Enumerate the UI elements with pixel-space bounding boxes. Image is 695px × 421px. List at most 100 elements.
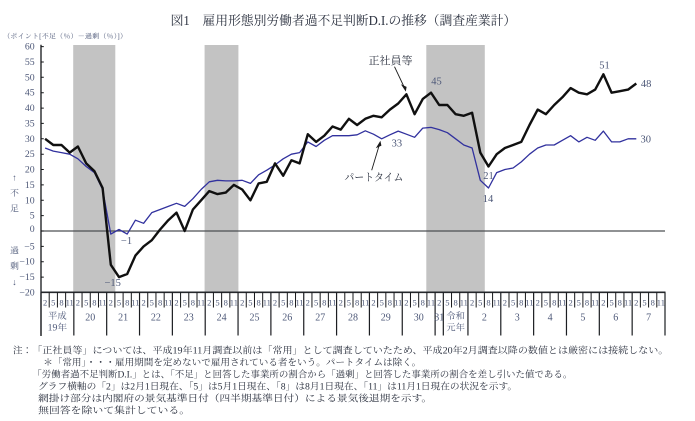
svg-text:11: 11 bbox=[525, 297, 533, 307]
svg-text:5: 5 bbox=[445, 297, 449, 307]
svg-text:5: 5 bbox=[281, 297, 285, 307]
svg-text:11: 11 bbox=[328, 297, 336, 307]
svg-text:48: 48 bbox=[641, 79, 652, 90]
svg-text:−5: −5 bbox=[24, 241, 35, 252]
svg-text:8: 8 bbox=[388, 297, 392, 307]
svg-text:5: 5 bbox=[215, 297, 219, 307]
svg-text:5: 5 bbox=[580, 312, 585, 323]
svg-text:「正社員等」については、平成19年11月調査以前は「常用」と: 「正社員等」については、平成19年11月調査以前は「常用」として調査していたため… bbox=[32, 344, 668, 356]
svg-text:10: 10 bbox=[25, 195, 35, 206]
svg-text:2: 2 bbox=[634, 297, 638, 307]
svg-text:2: 2 bbox=[339, 297, 343, 307]
svg-text:11: 11 bbox=[558, 297, 566, 307]
svg-text:（ポイント[不足（％）－過剰（％）]）: （ポイント[不足（％）－過剰（％）]） bbox=[3, 33, 127, 41]
svg-text:50: 50 bbox=[25, 72, 35, 83]
svg-text:8: 8 bbox=[224, 297, 228, 307]
svg-text:2: 2 bbox=[240, 297, 244, 307]
svg-text:2: 2 bbox=[536, 297, 540, 307]
svg-text:平成: 平成 bbox=[48, 311, 67, 322]
svg-text:21: 21 bbox=[483, 171, 494, 182]
svg-text:8: 8 bbox=[256, 297, 260, 307]
svg-text:11: 11 bbox=[131, 297, 139, 307]
svg-text:2: 2 bbox=[404, 297, 408, 307]
svg-text:8: 8 bbox=[618, 297, 622, 307]
svg-text:11: 11 bbox=[99, 297, 107, 307]
svg-text:21: 21 bbox=[118, 312, 128, 323]
svg-text:2: 2 bbox=[43, 297, 47, 307]
svg-text:8: 8 bbox=[191, 297, 195, 307]
svg-text:14: 14 bbox=[483, 194, 494, 205]
svg-text:29: 29 bbox=[381, 312, 391, 323]
svg-text:5: 5 bbox=[347, 297, 351, 307]
svg-text:5: 5 bbox=[248, 297, 252, 307]
svg-text:2: 2 bbox=[470, 297, 474, 307]
svg-text:5: 5 bbox=[51, 297, 55, 307]
svg-text:8: 8 bbox=[486, 297, 490, 307]
svg-text:5: 5 bbox=[609, 297, 613, 307]
svg-text:11: 11 bbox=[394, 297, 402, 307]
svg-text:8: 8 bbox=[322, 297, 326, 307]
svg-text:2: 2 bbox=[568, 297, 572, 307]
svg-text:40: 40 bbox=[25, 103, 35, 114]
svg-text:元年: 元年 bbox=[446, 323, 465, 334]
svg-text:33: 33 bbox=[392, 138, 403, 149]
svg-text:20: 20 bbox=[85, 312, 95, 323]
svg-text:19年: 19年 bbox=[48, 323, 68, 334]
svg-text:2: 2 bbox=[503, 297, 507, 307]
svg-text:2: 2 bbox=[601, 297, 605, 307]
svg-text:パートタイム: パートタイム bbox=[344, 172, 403, 184]
svg-text:5: 5 bbox=[511, 297, 515, 307]
svg-text:30: 30 bbox=[25, 134, 35, 145]
svg-text:55: 55 bbox=[25, 57, 35, 68]
svg-text:−15: −15 bbox=[19, 272, 34, 283]
svg-text:26: 26 bbox=[282, 312, 292, 323]
svg-text:図1 雇用形態別労働者過不足判断D.I.の推移（調査産業計）: 図1 雇用形態別労働者過不足判断D.I.の推移（調査産業計） bbox=[171, 13, 517, 28]
svg-text:11: 11 bbox=[263, 297, 271, 307]
svg-text:30: 30 bbox=[641, 135, 652, 146]
svg-text:足: 足 bbox=[10, 204, 19, 214]
svg-text:0: 0 bbox=[30, 224, 35, 235]
svg-text:無回答を除いて集計している。: 無回答を除いて集計している。 bbox=[38, 404, 190, 416]
svg-text:2: 2 bbox=[174, 297, 178, 307]
svg-text:8: 8 bbox=[158, 297, 162, 307]
svg-text:8: 8 bbox=[289, 297, 293, 307]
svg-text:11: 11 bbox=[230, 297, 238, 307]
svg-text:11: 11 bbox=[624, 297, 632, 307]
svg-text:25: 25 bbox=[25, 149, 35, 160]
svg-text:5: 5 bbox=[412, 297, 416, 307]
svg-text:8: 8 bbox=[651, 297, 655, 307]
svg-text:5: 5 bbox=[183, 297, 187, 307]
svg-text:網掛け部分は内閣府の景気基準日付（四半期基準日付）による景気: 網掛け部分は内閣府の景気基準日付（四半期基準日付）による景気後退期を示す。 bbox=[38, 392, 432, 404]
svg-text:−1: −1 bbox=[121, 236, 132, 247]
svg-text:2: 2 bbox=[207, 297, 211, 307]
svg-text:2: 2 bbox=[437, 297, 441, 307]
svg-text:不: 不 bbox=[10, 188, 19, 198]
svg-text:24: 24 bbox=[217, 312, 227, 323]
svg-text:45: 45 bbox=[431, 77, 442, 88]
svg-text:35: 35 bbox=[25, 118, 35, 129]
svg-text:8: 8 bbox=[92, 297, 96, 307]
svg-text:「労働者過不足判断D.I.」とは、「不足」と回答した事業所の: 「労働者過不足判断D.I.」とは、「不足」と回答した事業所の割合から「過剰」と回… bbox=[32, 368, 572, 380]
svg-text:11: 11 bbox=[197, 297, 205, 307]
svg-text:11: 11 bbox=[296, 297, 304, 307]
svg-text:20: 20 bbox=[25, 165, 35, 176]
svg-text:22: 22 bbox=[151, 312, 161, 323]
svg-text:11: 11 bbox=[164, 297, 172, 307]
svg-text:11: 11 bbox=[657, 297, 665, 307]
svg-text:5: 5 bbox=[642, 297, 646, 307]
svg-text:−20: −20 bbox=[19, 287, 34, 298]
svg-text:2: 2 bbox=[273, 297, 277, 307]
svg-text:60: 60 bbox=[25, 42, 35, 53]
svg-text:5: 5 bbox=[577, 297, 581, 307]
svg-text:8: 8 bbox=[519, 297, 523, 307]
svg-text:↓: ↓ bbox=[12, 277, 16, 287]
svg-text:5: 5 bbox=[544, 297, 548, 307]
svg-text:7: 7 bbox=[646, 312, 651, 323]
svg-text:8: 8 bbox=[453, 297, 457, 307]
svg-text:51: 51 bbox=[599, 61, 610, 72]
svg-text:6: 6 bbox=[613, 312, 618, 323]
svg-text:30: 30 bbox=[414, 312, 424, 323]
svg-text:グラフ横軸の「2」は2月1日現在、「5」は5月1日現在、「8: グラフ横軸の「2」は2月1日現在、「5」は5月1日現在、「8」は8月1日現在、「… bbox=[38, 380, 517, 392]
svg-text:31: 31 bbox=[434, 312, 444, 323]
svg-text:3: 3 bbox=[515, 312, 520, 323]
